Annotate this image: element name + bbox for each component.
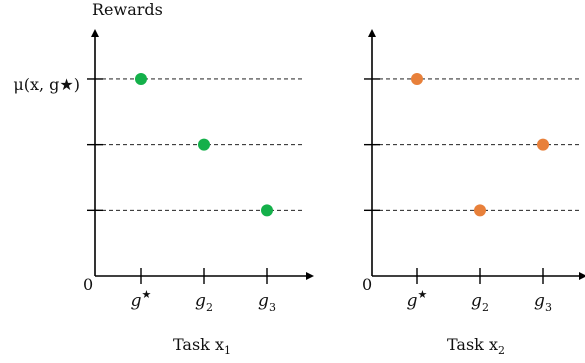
x-tick-label-2-1: g★ [407, 288, 428, 311]
x-axis-title-1-sub: 1 [224, 344, 231, 357]
data-point-2-3 [537, 138, 549, 151]
origin-label-2: 0 [362, 275, 372, 294]
x-tick-label-2-3: g3 [534, 291, 552, 314]
x-tick-label-1-3: g3 [258, 291, 276, 314]
x-tick-label-1-1: g★ [131, 288, 152, 311]
data-point-1-1 [135, 72, 147, 85]
x-axis-title-2: Task x2 [447, 335, 505, 357]
x-axis-title-1: Task x1 [173, 335, 231, 357]
x-axis-title-1-text: Task x [173, 335, 224, 354]
x-axis-title-2-text: Task x [447, 335, 498, 354]
x-tick-label-2-2: g2 [471, 291, 489, 314]
data-point-1-2 [198, 138, 210, 151]
y-axis-title: Rewards [92, 0, 163, 19]
x-tick-label-1-2: g2 [195, 291, 213, 314]
ytick-label-top-1: μ(x, g★) [13, 75, 80, 94]
data-point-2-2 [474, 204, 486, 217]
data-point-1-3 [261, 204, 273, 217]
origin-label-1: 0 [83, 275, 93, 294]
x-axis-title-2-sub: 2 [498, 344, 505, 357]
data-point-2-1 [411, 72, 423, 85]
